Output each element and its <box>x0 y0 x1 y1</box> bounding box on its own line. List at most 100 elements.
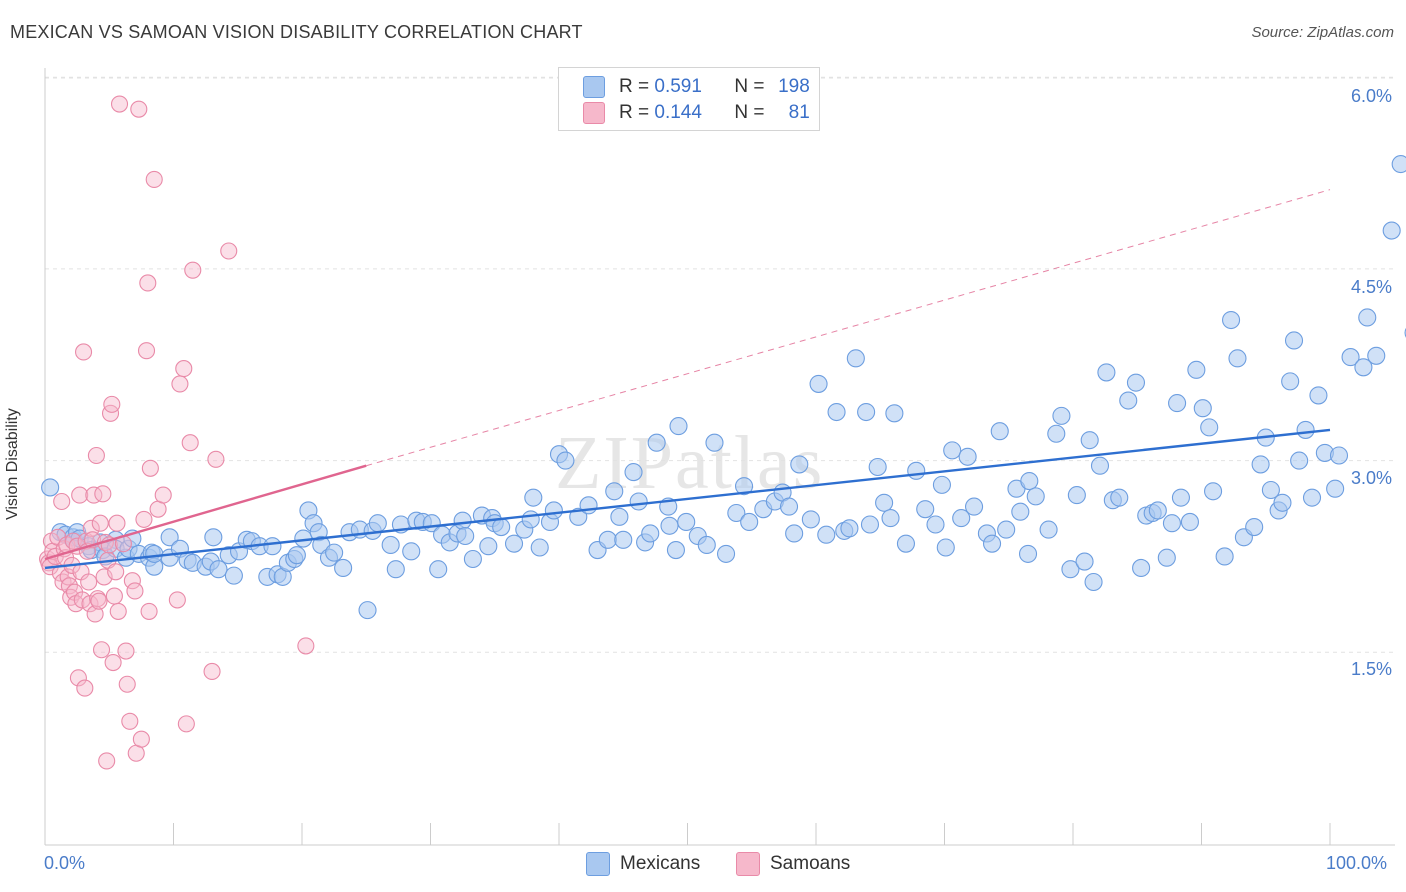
x-tick-label-max: 100.0% <box>1326 853 1388 873</box>
data-point-samoans <box>92 641 111 659</box>
data-point-samoans <box>118 675 136 693</box>
data-point-mexicans <box>1261 480 1280 500</box>
legend-swatch-samoans <box>583 102 605 124</box>
data-point-mexicans <box>544 501 563 520</box>
data-point-mexicans <box>1084 572 1103 592</box>
data-point-mexicans <box>224 566 243 585</box>
data-point-mexicans <box>381 535 400 554</box>
data-point-mexicans <box>1067 486 1086 505</box>
data-point-mexicans <box>997 520 1016 539</box>
data-point-samoans <box>181 434 199 452</box>
data-point-mexicans <box>287 546 306 565</box>
data-point-mexicans <box>666 541 685 560</box>
data-point-mexicans <box>1382 221 1401 240</box>
legend-n-value: 198 <box>778 76 810 97</box>
data-point-mexicans <box>358 601 377 620</box>
data-point-samoans <box>130 100 148 118</box>
data-point-samoans <box>154 486 172 504</box>
data-point-mexicans <box>1245 518 1264 537</box>
data-point-samoans <box>141 459 159 477</box>
data-point-mexicans <box>569 507 588 526</box>
data-point-samoans <box>297 637 315 655</box>
data-point-mexicans <box>926 515 945 534</box>
data-point-mexicans <box>647 433 666 452</box>
data-point-mexicans <box>958 447 977 466</box>
data-point-mexicans <box>1026 487 1045 506</box>
data-point-mexicans <box>846 349 865 368</box>
data-point-mexicans <box>325 543 344 562</box>
data-point-samoans <box>139 274 157 292</box>
data-point-mexicans <box>740 512 759 531</box>
data-point-mexicans <box>614 530 633 549</box>
data-point-mexicans <box>1080 431 1099 450</box>
data-point-samoans <box>203 662 221 681</box>
data-point-mexicans <box>1097 363 1116 382</box>
data-point-mexicans <box>598 530 617 549</box>
data-point-mexicans <box>857 402 876 422</box>
data-point-samoans <box>110 95 129 113</box>
y-tick-label-1-5: 1.5% <box>1350 659 1392 679</box>
data-point-mexicans <box>1020 471 1039 491</box>
y-tick-label-3: 3.0% <box>1350 468 1392 488</box>
data-point-mexicans <box>943 441 962 460</box>
data-point-mexicans <box>1326 479 1345 498</box>
data-point-mexicans <box>1309 386 1328 405</box>
legend-r-label: R = <box>619 76 650 97</box>
data-point-samoans <box>207 450 225 468</box>
legend-n-label: N = <box>734 76 765 97</box>
data-point-mexicans <box>1119 391 1138 410</box>
bottom-legend-swatch-samoans <box>736 852 760 876</box>
data-point-mexicans <box>1284 331 1304 350</box>
legend-r-label: R = <box>619 102 650 123</box>
bottom-legend-label-samoans: Samoans <box>770 853 851 874</box>
data-point-mexicans <box>809 374 828 393</box>
data-point-mexicans <box>1273 493 1292 512</box>
data-point-mexicans <box>1047 424 1066 443</box>
data-point-mexicans <box>504 534 524 553</box>
legend-row-mexicans: R = 0.591 N = 198 <box>583 75 810 99</box>
trend-line-mexicans <box>44 428 1331 570</box>
data-point-mexicans <box>1187 360 1206 379</box>
data-point-samoans <box>175 360 193 378</box>
data-point-mexicans <box>779 497 799 516</box>
data-point-mexicans <box>1011 502 1030 521</box>
data-point-samoans <box>107 563 125 581</box>
data-point-mexicans <box>1090 456 1110 475</box>
correlation-legend: R = 0.591 N = 198 R = 0.144 N = 81 <box>558 67 820 131</box>
bottom-legend-mexicans: Mexicans <box>586 852 700 876</box>
legend-row-samoans: R = 0.144 N = 81 <box>583 101 810 125</box>
data-point-mexicans <box>734 477 754 496</box>
data-point-samoans <box>104 653 122 672</box>
data-point-mexicans <box>1061 560 1080 579</box>
data-point-mexicans <box>429 560 448 579</box>
legend-r-value: 0.144 <box>654 102 702 123</box>
data-point-samoans <box>85 486 103 504</box>
data-point-mexicans <box>1228 349 1247 368</box>
data-point-mexicans <box>716 544 736 563</box>
data-point-mexicans <box>1075 552 1094 571</box>
data-point-samoans <box>75 343 93 361</box>
data-point-mexicans <box>868 457 887 477</box>
data-point-mexicans <box>1157 548 1176 567</box>
data-point-samoans <box>140 602 158 620</box>
data-point-samoans <box>184 261 202 279</box>
data-point-mexicans <box>952 509 971 528</box>
bottom-legend-samoans: Samoans <box>736 852 850 876</box>
data-point-mexicans <box>932 475 951 494</box>
data-point-mexicans <box>1215 547 1234 566</box>
data-point-mexicans <box>263 537 282 556</box>
data-point-mexicans <box>524 488 543 507</box>
data-point-samoans <box>103 395 121 413</box>
data-point-samoans <box>121 712 139 730</box>
data-point-samoans <box>168 591 186 609</box>
data-point-mexicans <box>521 510 540 529</box>
data-point-mexicans <box>530 538 549 557</box>
data-point-samoans <box>94 485 112 503</box>
data-point-samoans <box>71 486 89 504</box>
data-point-mexicans <box>817 525 836 544</box>
data-point-samoans <box>91 514 109 532</box>
data-point-mexicans <box>334 558 353 578</box>
data-point-mexicans <box>1296 420 1315 439</box>
data-point-mexicans <box>1354 358 1373 377</box>
data-point-mexicans <box>145 544 164 563</box>
